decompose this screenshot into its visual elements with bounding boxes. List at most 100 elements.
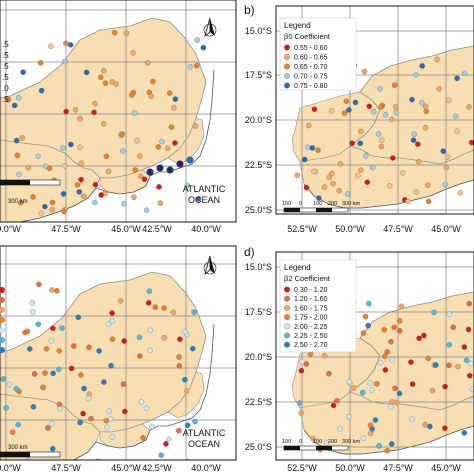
station-marker — [157, 200, 164, 206]
ocean-label: OCEAN — [188, 195, 220, 205]
station-marker — [56, 348, 63, 354]
station-marker — [113, 81, 120, 87]
station-marker — [444, 154, 451, 160]
station-marker — [330, 402, 337, 409]
station-marker — [156, 164, 164, 172]
station-marker — [443, 164, 450, 171]
station-marker — [130, 50, 136, 56]
panel-a-scale-bar: 300 km — [0, 179, 61, 205]
station-marker — [95, 458, 101, 460]
scale-label: 100 — [282, 201, 291, 207]
station-marker — [62, 58, 68, 65]
station-marker — [31, 371, 38, 377]
scale-label: 100 — [282, 439, 291, 445]
ocean-label: ATLANTIC — [183, 184, 226, 194]
station-marker — [63, 40, 69, 46]
panel-b-scale-bar: 100 0 100 200 300 km — [282, 201, 360, 213]
station-marker — [336, 187, 342, 194]
station-marker — [164, 145, 171, 151]
station-marker — [176, 363, 183, 369]
station-marker — [50, 370, 56, 377]
lon-tick-label: 47.5°W — [383, 224, 413, 234]
station-marker — [9, 429, 16, 435]
station-marker — [396, 390, 403, 397]
station-marker — [436, 86, 443, 92]
station-marker — [45, 425, 51, 431]
station-marker — [461, 344, 468, 350]
legend-item-label: 0.55 - 0.60 — [294, 45, 328, 52]
station-marker — [377, 86, 383, 92]
station-marker — [56, 406, 63, 412]
panel-b-lat-ticks: 15.0°S 17.5°S 20.0°S 22.5°S 25.0°S — [245, 26, 272, 215]
station-marker — [105, 168, 112, 175]
station-marker — [343, 98, 350, 104]
panel-b-stations — [294, 56, 474, 205]
scale-label: 200 — [328, 201, 337, 207]
station-marker — [382, 367, 389, 373]
station-marker — [101, 120, 107, 127]
lat-tick-label: 17.5°S — [245, 70, 272, 80]
station-marker — [445, 97, 452, 104]
station-marker — [378, 137, 385, 143]
station-marker — [337, 426, 343, 432]
station-marker — [388, 338, 394, 345]
station-marker — [49, 287, 55, 293]
station-marker — [155, 144, 162, 150]
station-marker — [468, 360, 474, 367]
station-marker — [429, 387, 436, 394]
station-marker — [172, 140, 178, 146]
panel-label: d) — [244, 245, 255, 259]
station-marker — [298, 367, 305, 374]
station-marker — [366, 103, 373, 110]
lon-tick-label: 47.5°W — [51, 224, 81, 234]
station-marker — [48, 43, 54, 50]
station-marker — [42, 203, 48, 210]
legend-swatch — [284, 82, 290, 89]
station-marker — [145, 300, 152, 306]
station-marker — [427, 423, 433, 430]
station-marker — [170, 309, 177, 316]
station-marker — [67, 42, 74, 48]
station-marker — [305, 122, 312, 129]
station-marker — [466, 104, 472, 110]
station-marker — [392, 385, 398, 392]
station-marker — [433, 362, 439, 368]
station-marker — [328, 108, 335, 114]
station-marker — [194, 62, 200, 69]
station-marker — [104, 424, 110, 431]
station-marker — [367, 380, 373, 386]
station-marker — [377, 359, 384, 366]
station-marker — [171, 105, 177, 111]
station-marker — [27, 346, 33, 352]
lat-tick-label: 25.0°S — [245, 442, 272, 452]
lon-tick-label: 52.5°W — [287, 224, 317, 234]
station-marker — [121, 200, 127, 207]
lat-tick-label: 17.5°S — [245, 307, 272, 317]
station-marker — [24, 328, 31, 335]
station-marker — [102, 80, 109, 86]
station-marker — [152, 304, 159, 310]
panel-c-scale-bar: 300 km — [0, 445, 61, 458]
station-marker — [98, 192, 104, 198]
lat-tick-label: 22.5°S — [245, 160, 272, 170]
legend-swatch — [284, 304, 290, 311]
lat-tick-label: 20.0°S — [245, 352, 272, 362]
legend-swatch — [284, 73, 290, 79]
station-marker — [76, 189, 83, 195]
station-marker — [360, 389, 366, 396]
station-marker — [78, 160, 85, 167]
station-marker — [120, 381, 127, 387]
station-marker — [168, 124, 175, 130]
station-marker — [187, 64, 194, 70]
station-marker — [450, 324, 457, 330]
station-marker — [161, 334, 168, 341]
panel-a: .5 .5 .5 .5 .0 .5 ATLANTIC OCEAN 300 km … — [0, 0, 237, 234]
station-marker — [111, 29, 118, 36]
station-marker — [105, 321, 112, 327]
station-marker — [442, 383, 448, 390]
station-marker — [132, 167, 138, 173]
north-arrow-icon — [203, 255, 217, 276]
station-marker — [68, 141, 74, 148]
station-marker — [309, 145, 316, 151]
